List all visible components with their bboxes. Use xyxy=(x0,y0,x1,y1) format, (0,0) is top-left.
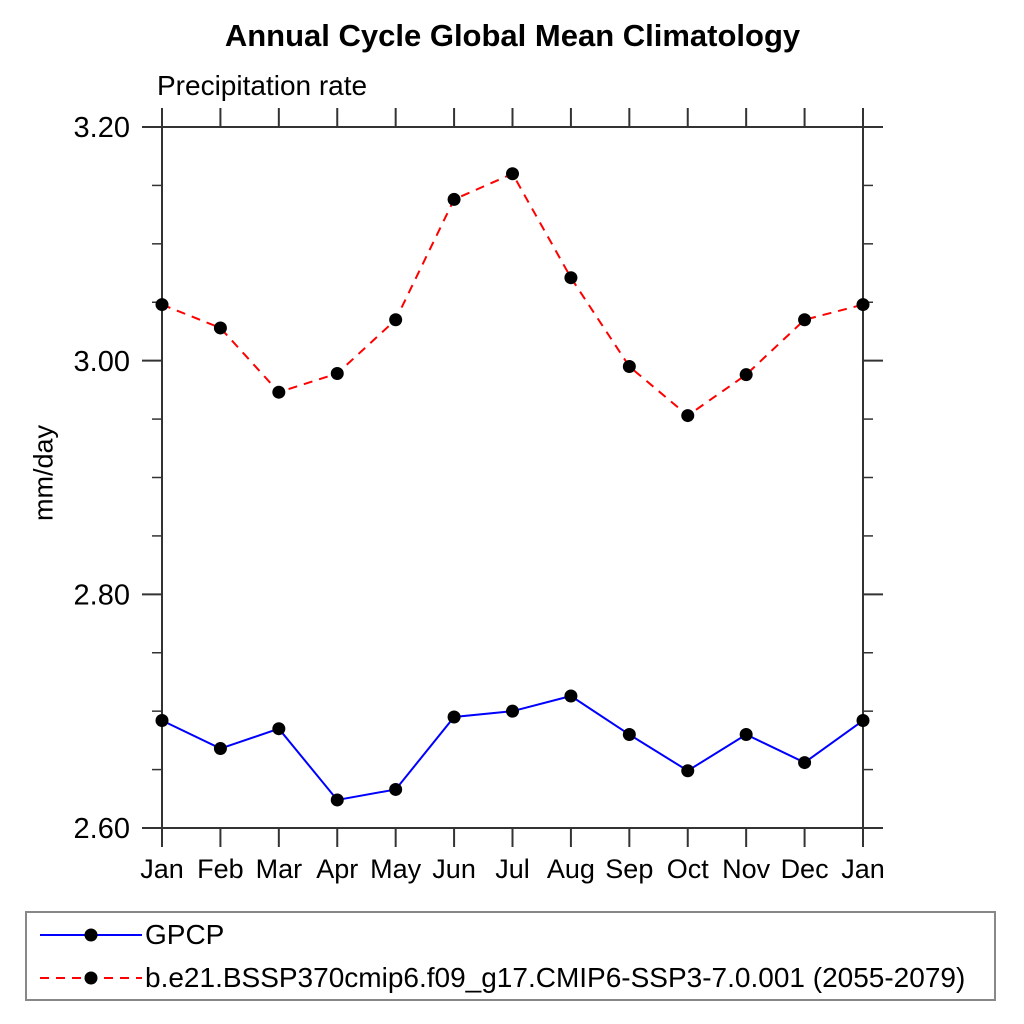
data-point-marker xyxy=(564,271,578,285)
data-point-marker xyxy=(856,714,870,728)
legend-entry-gpcp: GPCP xyxy=(40,913,994,956)
data-point-marker xyxy=(389,313,403,327)
data-point-marker xyxy=(213,321,227,335)
data-point-marker xyxy=(681,409,695,423)
data-point-marker xyxy=(506,167,519,181)
x-tick-label: May xyxy=(370,854,422,884)
data-point-marker xyxy=(622,728,636,742)
x-tick-label: Mar xyxy=(256,854,303,884)
data-point-marker xyxy=(447,192,461,206)
x-tick-label: Jul xyxy=(495,854,530,884)
legend-entry-model: b.e21.BSSP370cmip6.f09_g17.CMIP6-SSP3-7.… xyxy=(40,956,994,999)
legend: GPCP b.e21.BSSP370cmip6.f09_g17.CMIP6-SS… xyxy=(25,911,996,1001)
legend-label-gpcp: GPCP xyxy=(145,918,225,950)
data-point-marker xyxy=(330,367,344,381)
data-point-marker xyxy=(330,793,344,807)
data-point-marker xyxy=(856,298,870,312)
data-point-marker xyxy=(798,313,812,327)
x-tick-label: Aug xyxy=(547,854,595,884)
data-point-marker xyxy=(155,714,169,728)
x-tick-label: Jan xyxy=(841,854,885,884)
chart-subtitle: Precipitation rate xyxy=(157,70,368,101)
data-point-marker xyxy=(622,360,636,374)
data-point-marker xyxy=(739,728,753,742)
data-point-marker xyxy=(213,742,227,756)
data-point-marker xyxy=(506,704,519,718)
y-tick-label: 3.20 xyxy=(74,112,130,144)
data-point-marker xyxy=(681,764,695,778)
x-tick-label: Jan xyxy=(140,854,184,884)
data-point-marker xyxy=(155,298,169,312)
x-tick-label: Jun xyxy=(432,854,476,884)
x-tick-label: Nov xyxy=(722,854,771,884)
legend-marker-dot xyxy=(84,928,98,941)
y-tick-label: 2.60 xyxy=(74,813,130,845)
legend-label-model: b.e21.BSSP370cmip6.f09_g17.CMIP6-SSP3-7.… xyxy=(145,961,966,993)
data-point-marker xyxy=(447,710,461,724)
data-point-marker xyxy=(739,368,753,382)
x-tick-label: Sep xyxy=(605,854,653,884)
data-point-marker xyxy=(272,722,286,736)
chart-title: Annual Cycle Global Mean Climatology xyxy=(224,18,801,53)
data-point-marker xyxy=(389,782,403,796)
x-tick-label: Oct xyxy=(667,854,710,884)
series-model-line xyxy=(161,172,864,417)
x-tick-label: Dec xyxy=(781,854,829,884)
x-tick-label: Feb xyxy=(197,854,244,884)
legend-line-sample-gpcp xyxy=(40,928,142,941)
data-point-marker xyxy=(272,385,286,399)
y-tick-label: 3.00 xyxy=(74,346,130,378)
legend-line-sample-model xyxy=(40,971,142,984)
y-tick-label: 2.80 xyxy=(74,579,130,611)
legend-marker-dot xyxy=(84,971,98,984)
data-point-marker xyxy=(798,756,812,770)
data-point-marker xyxy=(564,689,578,703)
x-tick-label: Apr xyxy=(316,854,358,884)
